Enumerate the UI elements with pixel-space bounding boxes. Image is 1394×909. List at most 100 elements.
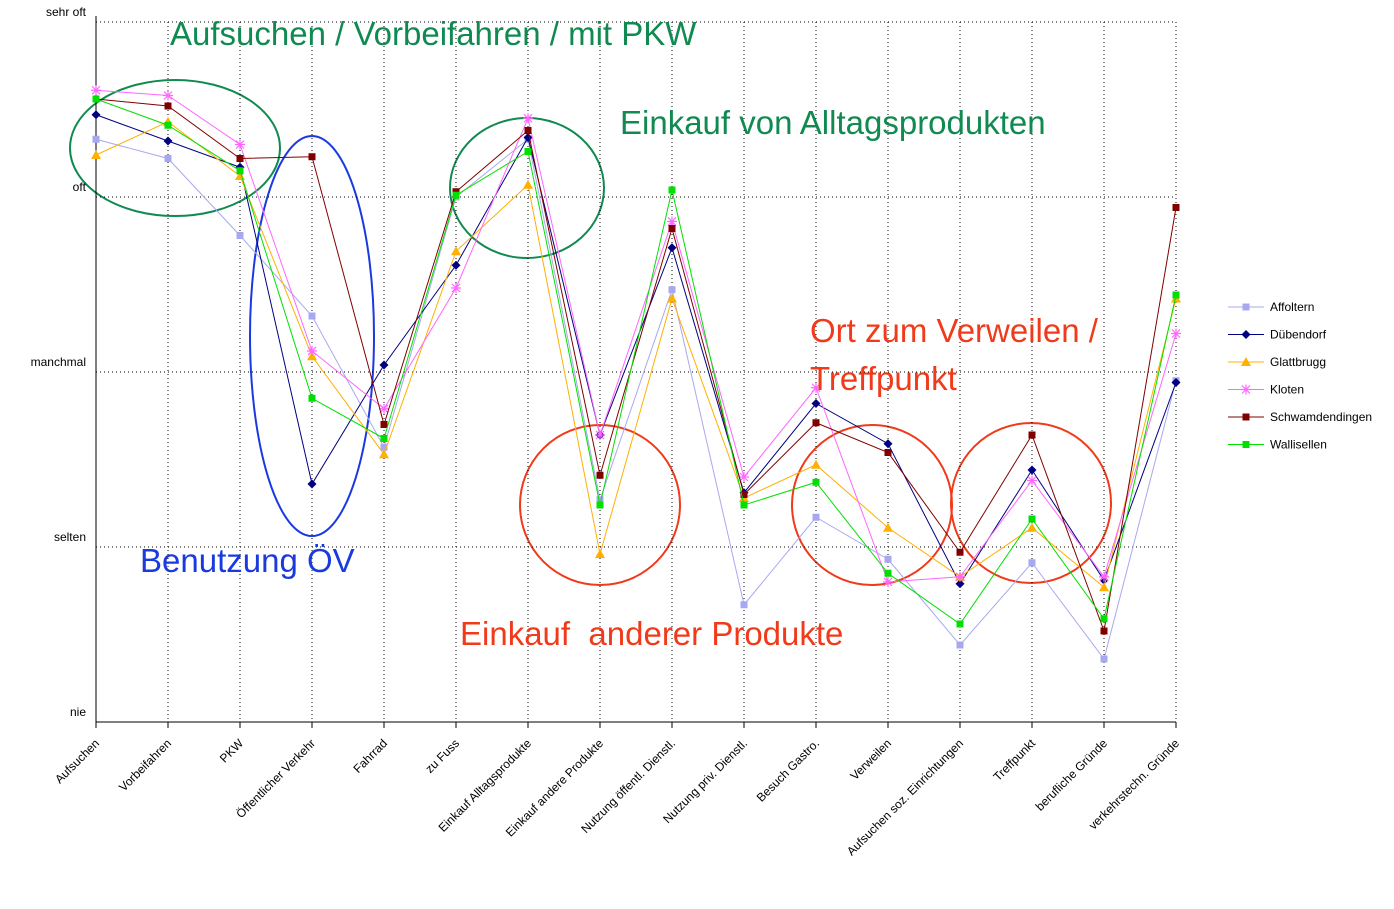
series — [91, 85, 1181, 587]
x-tick-label: PKW — [217, 736, 247, 766]
y-tick-label: nie — [70, 705, 86, 719]
marker — [1099, 582, 1109, 592]
marker — [956, 548, 964, 556]
marker — [955, 571, 965, 582]
marker — [884, 449, 892, 456]
marker — [92, 95, 100, 103]
marker — [163, 90, 173, 101]
annotation: Einkauf von Alltagsprodukten — [620, 104, 1046, 141]
marker — [92, 135, 100, 143]
marker — [812, 478, 820, 486]
ellipse — [791, 424, 953, 586]
marker — [811, 459, 821, 469]
marker — [883, 439, 893, 449]
marker — [452, 191, 460, 199]
x-tick-label: zu Fuss — [423, 736, 463, 776]
marker — [379, 449, 389, 459]
marker — [1100, 627, 1108, 635]
marker — [308, 312, 316, 320]
marker — [236, 167, 244, 175]
marker — [1099, 571, 1109, 582]
y-tick-label: manchmal — [31, 355, 86, 369]
marker — [740, 601, 748, 609]
marker — [1028, 431, 1036, 439]
marker — [596, 496, 604, 504]
marker — [667, 243, 677, 253]
x-tick-label: Besuch Gastro. — [754, 736, 822, 804]
x-tick-label: Aufsuchen soz. Einrichtungen — [844, 736, 966, 858]
marker — [524, 127, 532, 134]
marker — [1171, 328, 1181, 339]
legend-label: Glattbrugg — [1270, 355, 1326, 369]
annotation: Einkauf anderer Produkte — [460, 615, 843, 652]
marker — [668, 286, 676, 294]
marker — [308, 153, 316, 161]
annotation: Aufsuchen / Vorbeifahren / mit PKW — [170, 15, 697, 52]
marker — [523, 179, 533, 189]
x-tick-label: Aufsuchen — [52, 736, 102, 786]
marker — [164, 102, 172, 110]
series-line — [95, 89, 1177, 583]
marker — [667, 293, 677, 303]
marker — [451, 246, 461, 256]
marker — [812, 419, 820, 427]
marker — [1241, 330, 1251, 339]
marker — [883, 577, 893, 587]
marker — [451, 283, 461, 293]
marker — [163, 136, 173, 146]
marker — [595, 430, 605, 440]
marker — [1027, 475, 1037, 486]
annotation: Ort zum Verweilen / — [810, 312, 1099, 349]
y-tick-label: selten — [54, 530, 86, 544]
x-tick-label: Fahrrad — [351, 736, 391, 776]
marker — [91, 110, 101, 120]
marker — [740, 491, 748, 498]
series-line — [95, 98, 1177, 633]
marker — [596, 501, 604, 509]
marker — [379, 403, 389, 414]
marker — [1242, 413, 1250, 421]
series-line — [95, 98, 1177, 625]
x-tick-label: Treffpunkt — [990, 736, 1038, 784]
marker — [524, 148, 532, 155]
marker — [595, 549, 605, 558]
legend-label: Schwamdendingen — [1270, 410, 1372, 424]
annotation: Treffpunkt — [810, 360, 957, 397]
y-tick-label: sehr oft — [46, 5, 87, 19]
marker — [1027, 522, 1037, 532]
x-tick-label: Vorbeifahren — [116, 736, 174, 794]
marker — [1241, 357, 1251, 366]
marker — [1028, 559, 1036, 567]
marker — [451, 260, 461, 270]
ellipse — [950, 422, 1112, 584]
marker — [740, 501, 748, 509]
ellipse — [69, 79, 281, 217]
series-line — [95, 114, 1177, 585]
series — [92, 95, 1180, 628]
marker — [811, 399, 821, 408]
marker — [235, 139, 245, 150]
marker — [523, 113, 533, 124]
marker — [884, 569, 892, 577]
marker — [307, 346, 317, 356]
series — [91, 116, 1181, 592]
marker — [667, 216, 677, 227]
marker — [1172, 204, 1180, 211]
marker — [91, 150, 101, 159]
marker — [955, 579, 965, 589]
marker — [811, 382, 821, 393]
marker — [884, 555, 892, 563]
marker — [1241, 384, 1251, 395]
marker — [1172, 291, 1180, 299]
marker — [91, 85, 101, 96]
ellipse — [249, 135, 375, 537]
marker — [236, 232, 244, 239]
annotation: Benutzung ÖV — [140, 542, 355, 579]
marker — [380, 435, 388, 442]
marker — [956, 620, 964, 628]
marker — [1171, 378, 1181, 387]
marker — [1100, 615, 1108, 623]
marker — [308, 394, 316, 402]
marker — [1028, 515, 1036, 523]
marker — [739, 472, 749, 482]
